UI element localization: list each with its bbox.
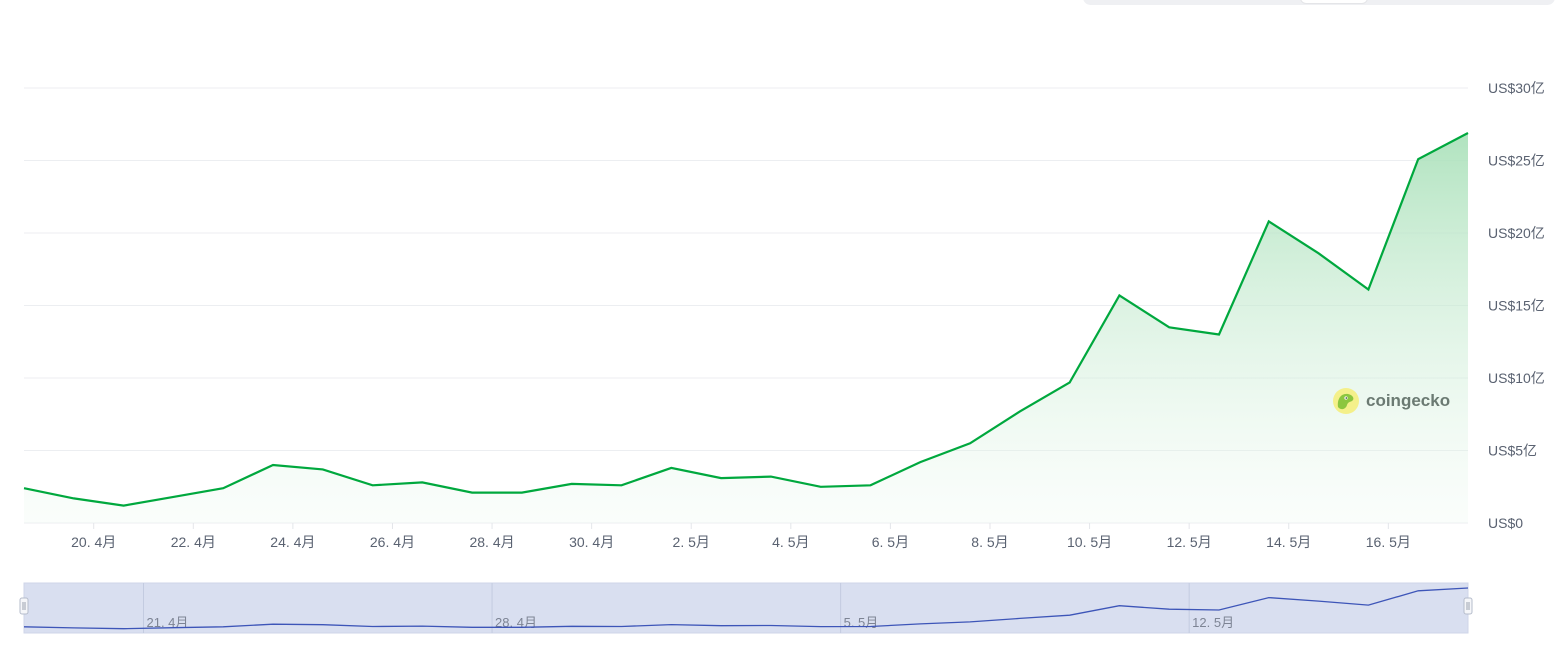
x-tick-label: 10. 5月 [1067,534,1112,550]
x-tick-label: 8. 5月 [971,534,1008,550]
x-tick-label: 28. 4月 [469,534,514,550]
x-tick-label: 6. 5月 [872,534,909,550]
x-tick-label: 12. 5月 [1167,534,1212,550]
navigator-label: 12. 5月 [1192,615,1234,630]
x-tick-label: 24. 4月 [270,534,315,550]
x-tick-label: 30. 4月 [569,534,614,550]
navigator-right-handle[interactable] [1463,597,1473,615]
navigator-series-line [23,587,1469,630]
watermark-text: coingecko [1366,391,1451,410]
navigator-left-handle[interactable] [19,597,29,615]
x-tick-label: 4. 5月 [772,534,809,550]
y-tick-label: US$20亿 [1488,225,1545,241]
series-line [23,132,1469,507]
x-tick-label: 26. 4月 [370,534,415,550]
x-tick-label: 20. 4月 [71,534,116,550]
y-tick-label: US$0 [1488,515,1523,531]
x-tick-label: 14. 5月 [1266,534,1311,550]
y-tick-label: US$25亿 [1488,153,1545,169]
y-tick-label: US$15亿 [1488,298,1545,314]
navigator-label: 21. 4月 [147,615,189,630]
x-tick-label: 22. 4月 [171,534,216,550]
gecko-logo-icon [1333,388,1359,414]
navigator-label: 5. 5月 [844,615,879,630]
navigator[interactable]: 21. 4月 28. 4月 5. 5月 12. 5月 [19,582,1473,634]
coingecko-watermark: coingecko [1332,387,1450,415]
y-tick-label: US$10亿 [1488,370,1545,386]
x-tick-label: 16. 5月 [1366,534,1411,550]
x-tick-label: 2. 5月 [673,534,710,550]
y-tick-label: US$5亿 [1488,443,1537,459]
series-area [24,133,1468,523]
navigator-label: 28. 4月 [495,615,537,630]
y-tick-label: US$30亿 [1488,80,1545,96]
